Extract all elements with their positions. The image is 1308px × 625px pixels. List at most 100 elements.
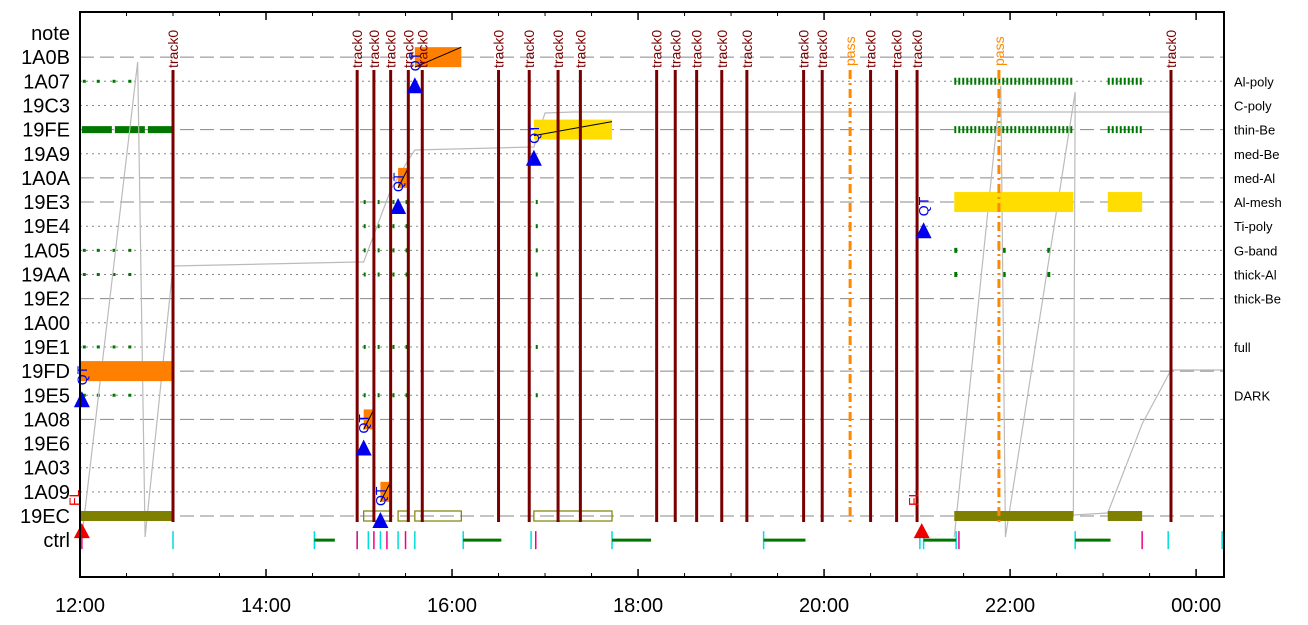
row-label: 1A09 bbox=[23, 482, 70, 504]
trace-line bbox=[81, 61, 1171, 538]
track-label: track0 bbox=[383, 30, 399, 68]
qt-marker bbox=[915, 222, 932, 239]
filter-label: Al-poly bbox=[1234, 74, 1274, 89]
row-label: 1A05 bbox=[23, 240, 70, 262]
row-label: 19FD bbox=[21, 361, 70, 383]
qt-marker bbox=[525, 149, 542, 166]
row-label: note bbox=[31, 23, 70, 45]
track-label: track0 bbox=[572, 30, 588, 68]
exposure-bar bbox=[954, 192, 1074, 213]
qt-label: QT bbox=[916, 196, 932, 216]
exposure-bar bbox=[1107, 511, 1143, 521]
filter-label: Al-mesh bbox=[1234, 195, 1282, 210]
pass-label: pass bbox=[991, 36, 1007, 66]
row-label: 1A0B bbox=[21, 47, 70, 69]
exposure-bar bbox=[954, 511, 1074, 521]
exposure-bar bbox=[533, 119, 613, 140]
track-label: track0 bbox=[400, 30, 416, 68]
x-tick-label: 20:00 bbox=[799, 595, 849, 617]
event-markers: QT QT QT QT QT QT QT FL FL bbox=[66, 51, 932, 539]
track-label: track0 bbox=[889, 30, 905, 68]
filter-label: med-Al bbox=[1234, 171, 1275, 186]
row-label: 1A03 bbox=[23, 458, 70, 480]
row-gridlines bbox=[80, 56, 1224, 517]
track-label: track0 bbox=[1163, 30, 1179, 68]
exposure-diagonal bbox=[363, 409, 375, 430]
x-tick-label: 18:00 bbox=[613, 595, 663, 617]
fl-marker bbox=[913, 523, 930, 539]
filter-label: med-Be bbox=[1234, 147, 1280, 162]
row-label: 19EC bbox=[20, 506, 70, 528]
fl-label: FL bbox=[906, 489, 922, 506]
row-label: 19AA bbox=[21, 265, 71, 287]
track-label: track0 bbox=[366, 30, 382, 68]
row-label: 19FE bbox=[22, 120, 70, 142]
qt-label: QT bbox=[356, 414, 372, 434]
filter-label: thin-Be bbox=[1234, 123, 1275, 138]
qt-label: QT bbox=[526, 124, 542, 144]
track-label: track0 bbox=[414, 30, 430, 68]
track-label: track0 bbox=[667, 30, 683, 68]
fl-marker bbox=[73, 523, 90, 539]
filter-label: G-band bbox=[1234, 243, 1277, 258]
track-label: track0 bbox=[349, 30, 365, 68]
row-label: 19E1 bbox=[23, 337, 70, 359]
qt-marker bbox=[372, 512, 389, 528]
track-label: track0 bbox=[165, 30, 181, 68]
row-label: 19E4 bbox=[23, 216, 70, 238]
filter-label: full bbox=[1234, 340, 1251, 355]
pass-label: pass bbox=[842, 36, 858, 66]
qt-marker bbox=[390, 198, 407, 215]
track-label: track0 bbox=[714, 30, 730, 68]
qt-label: QT bbox=[74, 365, 90, 385]
track-label: track0 bbox=[739, 30, 755, 68]
track-label: track0 bbox=[863, 30, 879, 68]
exposure-diagonal bbox=[533, 121, 613, 137]
track-label: track0 bbox=[814, 30, 830, 68]
track-label: track0 bbox=[521, 30, 537, 68]
exposure-bars bbox=[80, 46, 1143, 522]
row-label: 1A07 bbox=[23, 71, 70, 93]
track-label: track0 bbox=[649, 30, 665, 68]
filter-labels: Al-poly C-poly thin-Be med-Be med-Al Al-mesh T… bbox=[1234, 74, 1282, 403]
x-axis-labels: 12:00 14:00 16:00 18:00 20:00 22:00 00:00 bbox=[55, 12, 1221, 617]
exposure-bar bbox=[80, 361, 174, 382]
exposure-diagonal bbox=[414, 46, 462, 68]
row-label: 1A0A bbox=[21, 168, 71, 190]
track-label: track0 bbox=[550, 30, 566, 68]
qt-label: QT bbox=[407, 51, 423, 71]
exposure-diagonal bbox=[379, 481, 392, 503]
row-label: ctrl bbox=[43, 530, 70, 552]
x-tick-label: 14:00 bbox=[241, 595, 291, 617]
row-label: 19E2 bbox=[23, 289, 70, 311]
exposure-bar bbox=[80, 511, 174, 521]
qt-marker bbox=[355, 439, 372, 456]
exposure-outline bbox=[533, 510, 613, 522]
track-label: track0 bbox=[689, 30, 705, 68]
row-label: 19C3 bbox=[22, 95, 70, 117]
plot-frame bbox=[79, 11, 1225, 578]
track-label: track0 bbox=[909, 30, 925, 68]
ctrl-row-marks bbox=[81, 531, 1223, 550]
filter-label: C-poly bbox=[1234, 98, 1272, 113]
x-tick-label: 22:00 bbox=[985, 595, 1035, 617]
exposure-bar bbox=[1107, 192, 1143, 213]
qt-label: QT bbox=[390, 172, 406, 192]
x-tick-label: 00:00 bbox=[1171, 595, 1221, 617]
qt-label: QT bbox=[372, 486, 388, 506]
fine-marks bbox=[81, 61, 1224, 538]
x-tick-label: 12:00 bbox=[55, 595, 105, 617]
filter-label: thick-Be bbox=[1234, 292, 1281, 307]
filter-label: thick-Al bbox=[1234, 268, 1277, 283]
x-tick-label: 16:00 bbox=[427, 595, 477, 617]
row-label: 19A9 bbox=[23, 144, 70, 166]
row-label: 19E6 bbox=[23, 434, 70, 456]
qt-marker bbox=[406, 77, 423, 94]
row-label: 1A08 bbox=[23, 409, 70, 431]
filter-label: Ti-poly bbox=[1234, 219, 1273, 234]
qt-marker bbox=[73, 391, 90, 408]
track-label: track0 bbox=[796, 30, 812, 68]
